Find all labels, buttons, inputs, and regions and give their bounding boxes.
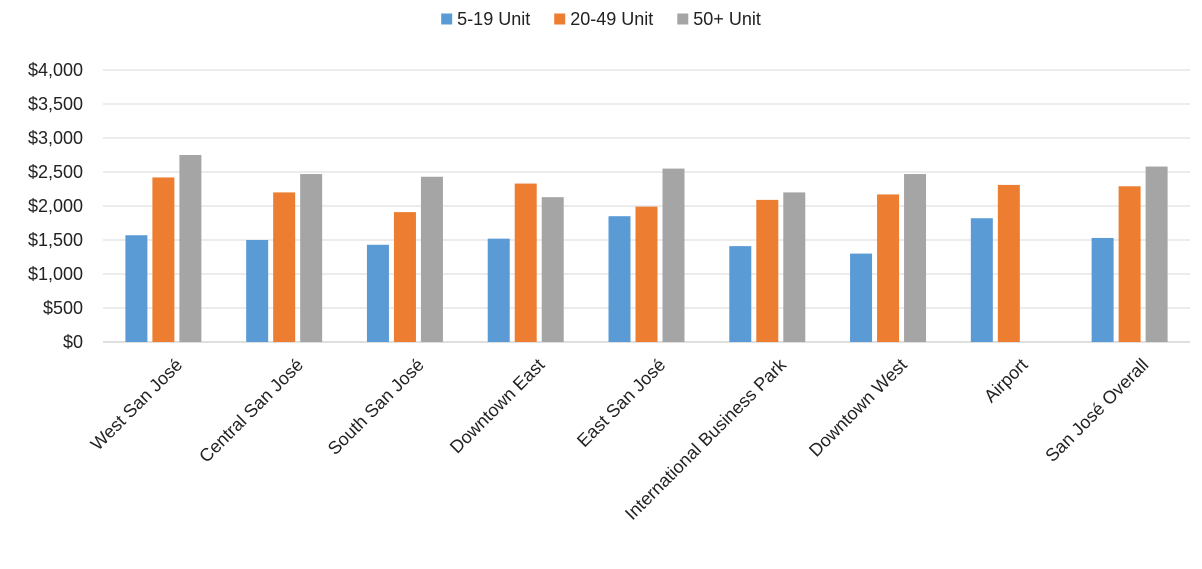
bar-20-49-unit	[273, 192, 296, 342]
bar-5-19-unit	[850, 253, 873, 342]
bar-group	[366, 176, 443, 342]
bar-5-19-unit	[970, 218, 993, 342]
bar-50-unit	[541, 197, 564, 342]
y-tick-label: $4,000	[28, 60, 83, 80]
legend-label: 5-19 Unit	[457, 9, 530, 29]
legend-swatch	[554, 13, 566, 25]
bar-20-49-unit	[756, 199, 779, 342]
bar-5-19-unit	[1091, 237, 1114, 342]
x-tick-label: South San José	[324, 355, 428, 459]
bar-5-19-unit	[487, 238, 510, 342]
bar-20-49-unit	[635, 206, 658, 342]
legend-swatch	[441, 13, 453, 25]
y-tick-label: $1,000	[28, 264, 83, 284]
y-axis: $0 $500 $1,000 $1,500 $2,000 $2,500 $3,000 $3,5…	[28, 60, 83, 352]
bar-20-49-unit	[877, 194, 900, 342]
bar-5-19-unit	[366, 244, 389, 342]
bar-group	[729, 192, 806, 342]
bar-20-49-unit	[514, 183, 537, 342]
bar-5-19-unit	[729, 246, 752, 342]
legend-label: 20-49 Unit	[570, 9, 653, 29]
y-tick-label: $0	[63, 332, 83, 352]
bar-50-unit	[662, 168, 685, 342]
bar-50-unit	[420, 176, 443, 342]
x-axis: West San José Central San José South San J…	[87, 354, 1153, 524]
legend-label: 50+ Unit	[693, 9, 761, 29]
bar-50-unit	[904, 174, 927, 342]
y-tick-label: $3,000	[28, 128, 83, 148]
x-tick-label: Downtown West	[805, 355, 911, 461]
x-tick-label: Airport	[980, 355, 1032, 407]
bar-20-49-unit	[997, 184, 1020, 342]
bar-20-49-unit	[152, 177, 175, 342]
bar-5-19-unit	[608, 216, 631, 342]
bar-group	[608, 168, 685, 342]
bar-group	[487, 183, 564, 342]
bar-group	[125, 155, 202, 342]
x-tick-label: San José Overall	[1041, 355, 1152, 466]
y-tick-label: $2,000	[28, 196, 83, 216]
legend-item: 5-19 Unit	[441, 9, 530, 29]
y-tick-label: $2,500	[28, 162, 83, 182]
x-tick-label: Central San José	[195, 355, 307, 467]
x-tick-label: Downtown East	[446, 355, 549, 458]
bar-50-unit	[179, 155, 202, 342]
bar-20-49-unit	[393, 212, 416, 342]
bar-50-unit	[1145, 166, 1168, 342]
legend: 5-19 Unit 20-49 Unit 50+ Unit	[441, 9, 761, 29]
x-tick-label: East San José	[573, 355, 669, 451]
legend-item: 20-49 Unit	[554, 9, 653, 29]
y-tick-label: $500	[43, 298, 83, 318]
bar-group	[1091, 166, 1168, 342]
bar-50-unit	[300, 174, 323, 342]
y-tick-label: $3,500	[28, 94, 83, 114]
y-tick-label: $1,500	[28, 230, 83, 250]
plot-area	[125, 155, 1168, 342]
bar-5-19-unit	[125, 235, 148, 342]
bar-20-49-unit	[1118, 186, 1141, 342]
bar-5-19-unit	[246, 240, 269, 342]
x-tick-label: West San José	[87, 355, 187, 455]
legend-swatch	[677, 13, 689, 25]
legend-item: 50+ Unit	[677, 9, 761, 29]
bar-group	[246, 174, 323, 342]
bar-group	[850, 174, 927, 342]
bar-group	[970, 184, 1020, 342]
bar-50-unit	[783, 192, 806, 342]
